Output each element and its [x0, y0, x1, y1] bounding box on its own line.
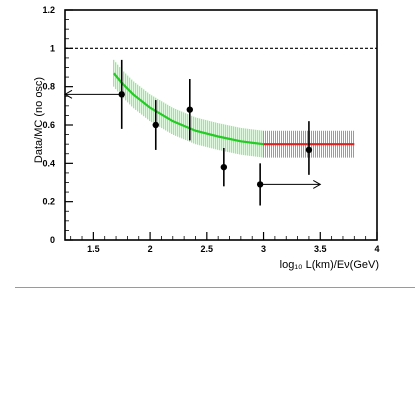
data-point: [305, 146, 313, 154]
y-axis-ticks: 0 0.2 0.4 0.6 0.8 1 1.2: [42, 5, 73, 245]
chart-panel: 1.5 2 2.5 3 3.5 4 0 0.2 0.4 0.6 0.8 1 1.2 Data/MC (…: [33, 5, 380, 271]
data-point: [152, 121, 159, 129]
x-tick-label: 2: [148, 244, 153, 254]
data-point: [256, 181, 264, 188]
y-tick-label: 1: [50, 43, 55, 53]
arrow-head: [313, 179, 322, 189]
y-tick-label: 0.2: [42, 197, 55, 207]
y-axis-label: Data/MC (no osc): [33, 77, 45, 163]
y-tick-label: 0.4: [42, 158, 55, 168]
x-tick-label: 2.5: [201, 244, 214, 254]
y-tick-label: 0.8: [42, 82, 55, 92]
y-tick-label: 0.6: [42, 120, 55, 130]
bin-arrows: [63, 89, 322, 189]
data-point: [220, 163, 228, 171]
data-point: [186, 106, 193, 113]
x-axis-label: log₁₀ L(km)/Eν(GeV): [280, 259, 379, 271]
x-tick-label: 1.5: [87, 244, 100, 254]
x-tick-label: 4: [374, 244, 379, 254]
x-tick-label: 3.5: [314, 244, 327, 254]
x-axis-ticks: 1.5 2 2.5 3 3.5 4: [70, 232, 380, 254]
oscillation-ratio-chart: 1.5 2 2.5 3 3.5 4 0 0.2 0.4 0.6 0.8 1 1.2 Data/MC (…: [33, 5, 380, 271]
x-tick-label: 3: [261, 244, 266, 254]
prediction-line-0: [112, 72, 264, 146]
plot-frame: [64, 9, 378, 241]
y-tick-label: 0: [50, 235, 55, 245]
y-tick-label: 1.2: [42, 5, 55, 15]
divider: [15, 287, 415, 288]
data-point: [118, 91, 125, 98]
data-points: [118, 59, 313, 206]
